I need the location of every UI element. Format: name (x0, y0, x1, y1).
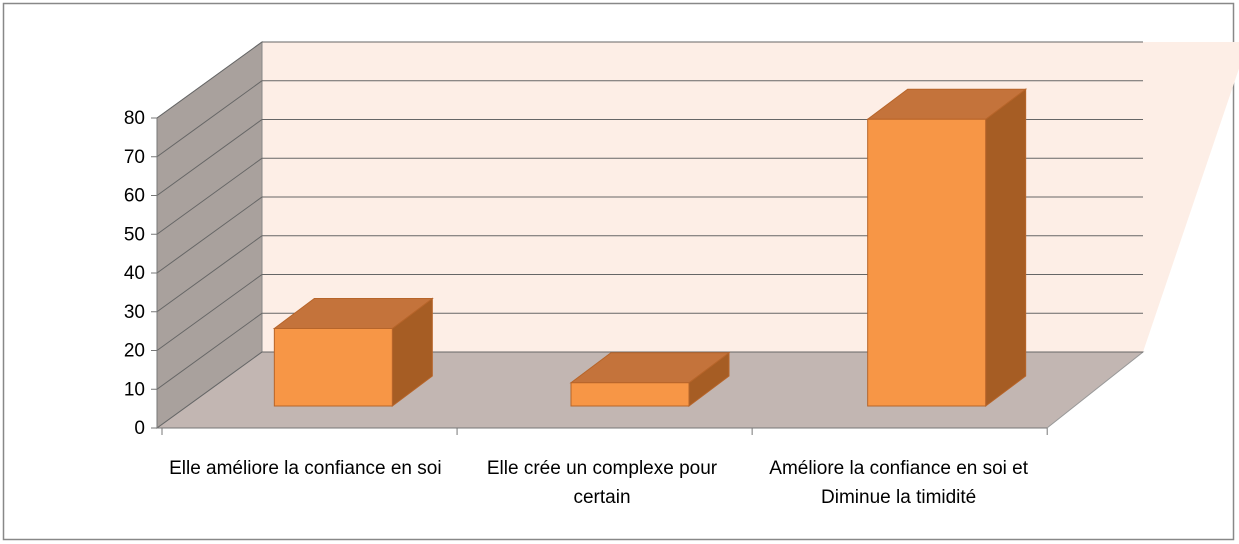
y-tick-label: 50 (124, 224, 145, 245)
grid-line (156, 157, 1143, 235)
y-tick-label: 40 (124, 263, 145, 284)
x-tick-label: Améliore la confiance en soi et Diminue … (769, 458, 1029, 508)
bar (866, 88, 1028, 408)
y-tick-label: 20 (124, 341, 145, 362)
y-tick-label: 80 (124, 108, 145, 129)
y-tick-label: 0 (134, 418, 145, 439)
y-tick-label: 30 (124, 302, 145, 323)
x-tick-label: Elle améliore la confiance en soi (169, 458, 442, 479)
x-tick-label: Elle crée un complexe pour certain (486, 458, 718, 508)
grid-line (156, 119, 1143, 196)
y-tick-label: 70 (124, 147, 145, 168)
bar-front (273, 328, 393, 407)
bar (569, 351, 731, 407)
y-tick-label: 10 (124, 379, 145, 400)
bar-front (570, 382, 690, 407)
grid-line (156, 235, 1143, 313)
grid-line (156, 80, 1143, 158)
bar (272, 297, 434, 407)
y-tick-label: 60 (124, 186, 145, 207)
grid-line (156, 351, 1143, 429)
bar-front (867, 118, 987, 407)
grid-line (156, 274, 1143, 351)
grid-line (156, 41, 1143, 119)
grid-line (156, 312, 1143, 390)
grid-line (156, 196, 1143, 274)
bar-side (985, 88, 1027, 408)
